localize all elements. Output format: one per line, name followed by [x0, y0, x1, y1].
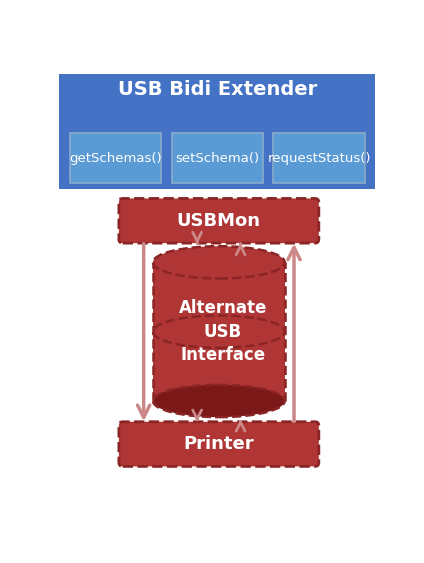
Ellipse shape — [153, 385, 285, 417]
Text: setSchema(): setSchema() — [175, 151, 259, 164]
FancyBboxPatch shape — [273, 133, 365, 183]
Text: Printer: Printer — [184, 435, 254, 453]
Polygon shape — [153, 262, 285, 401]
Text: Write: Write — [129, 316, 142, 349]
FancyBboxPatch shape — [59, 74, 375, 189]
FancyBboxPatch shape — [119, 422, 319, 466]
Text: USBMon: USBMon — [177, 212, 261, 230]
Text: Alternate
USB
Interface: Alternate USB Interface — [179, 299, 267, 364]
Text: USB Bidi Extender: USB Bidi Extender — [118, 79, 317, 99]
Text: getSchemas(): getSchemas() — [69, 151, 162, 164]
FancyBboxPatch shape — [119, 199, 319, 243]
Text: requestStatus(): requestStatus() — [268, 151, 371, 164]
FancyBboxPatch shape — [70, 133, 161, 183]
FancyBboxPatch shape — [172, 133, 263, 183]
Text: Read: Read — [295, 316, 308, 348]
Ellipse shape — [153, 246, 285, 279]
